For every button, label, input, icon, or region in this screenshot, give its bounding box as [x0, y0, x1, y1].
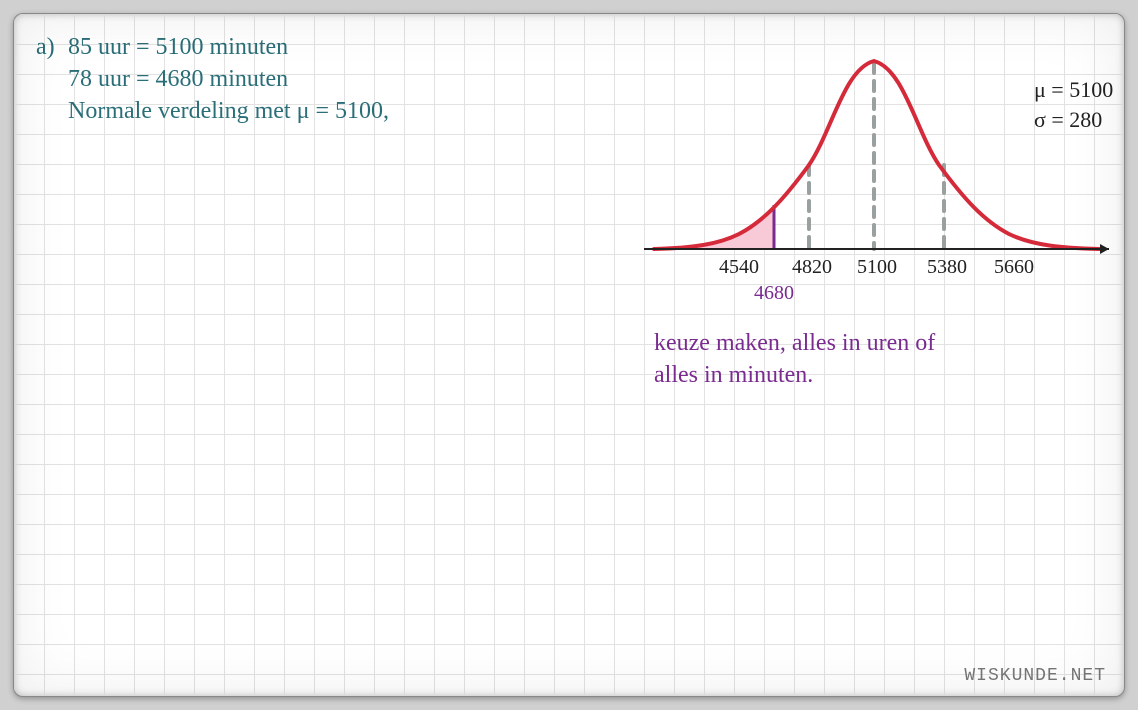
note-line-2: 78 uur = 4680 minuten [68, 64, 288, 95]
normal-distribution-chart: 4540 4820 5100 5380 5660 4680 [634, 39, 1114, 309]
tick-5100: 5100 [857, 256, 897, 278]
tick-5660: 5660 [994, 256, 1034, 278]
whiteboard-frame: a) 85 uur = 5100 minuten 78 uur = 4680 m… [13, 13, 1125, 697]
tick-5380: 5380 [927, 256, 967, 278]
purple-note-line-1: keuze maken, alles in uren of [654, 328, 935, 359]
note-line-1: 85 uur = 5100 minuten [68, 32, 288, 63]
part-label: a) [36, 32, 55, 63]
note-line-3: Normale verdeling met μ = 5100, [68, 96, 389, 127]
bell-curve [654, 61, 1099, 249]
tick-4540: 4540 [719, 256, 759, 278]
axis-arrow-icon [1100, 244, 1109, 254]
tick-4820: 4820 [792, 256, 832, 278]
purple-note-line-2: alles in minuten. [654, 360, 813, 391]
watermark: WISKUNDE.NET [964, 666, 1106, 686]
shade-label: 4680 [754, 282, 794, 304]
